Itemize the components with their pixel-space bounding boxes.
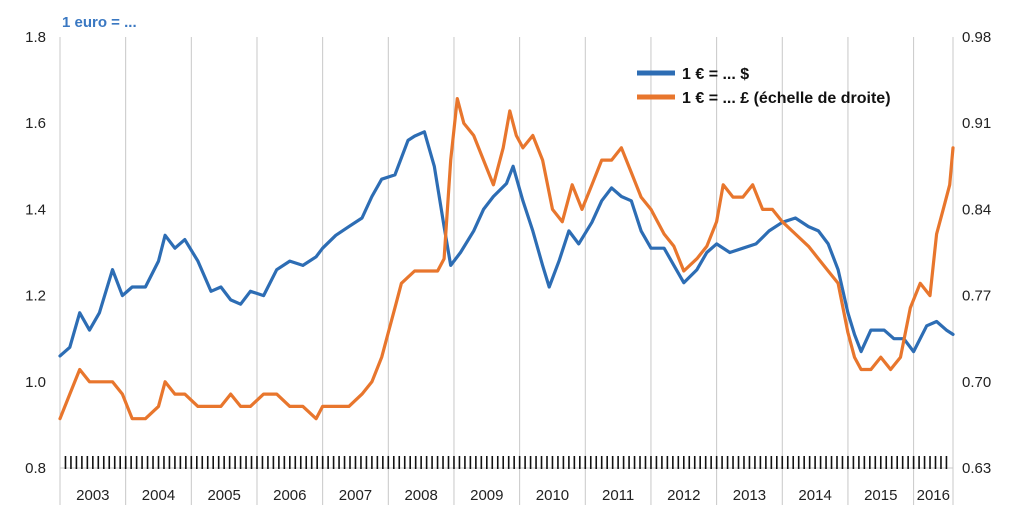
y-right-tick-label: 0.84: [962, 201, 991, 218]
grid-layer: [59, 37, 954, 505]
y-right-tick-label: 0.91: [962, 115, 991, 132]
chart-title: 1 euro = ...: [62, 14, 137, 31]
y-left-tick-label: 1.2: [25, 288, 46, 305]
y-left-tick-label: 0.8: [25, 460, 46, 477]
x-tick-label: 2010: [536, 487, 569, 504]
x-tick-label: 2011: [602, 487, 634, 504]
x-tick-label: 2014: [798, 487, 831, 504]
x-tick-label: 2008: [404, 487, 437, 504]
y-left-tick-label: 1.8: [25, 29, 46, 46]
axis-labels: 2003 2004 2005 2006 2007 2008 2009 2010 2011 2012…: [25, 29, 991, 504]
y-right-tick-label: 0.77: [962, 288, 991, 305]
x-tick-label: 2006: [273, 487, 306, 504]
y-right-tick-label: 0.70: [962, 374, 991, 391]
x-tick-label: 2012: [667, 487, 700, 504]
tick-mark-band: [64, 456, 948, 469]
legend: 1 € = ... $ 1 € = ... £ (échelle de droi…: [637, 66, 891, 107]
y-left-tick-label: 1.6: [25, 115, 46, 132]
series-line-usd: [58, 130, 955, 358]
legend-label-usd: 1 € = ... $: [682, 66, 749, 83]
x-tick-label: 2004: [142, 487, 175, 504]
y-right-tick-label: 0.63: [962, 460, 991, 477]
y-right-tick-label: 0.98: [962, 29, 991, 46]
series-layer: [58, 97, 955, 421]
x-tick-label: 2003: [76, 487, 109, 504]
x-tick-label: 2015: [864, 487, 897, 504]
x-tick-label: 2013: [733, 487, 766, 504]
y-left-tick-label: 1.4: [25, 201, 46, 218]
y-left-tick-label: 1.0: [25, 374, 46, 391]
x-tick-label: 2007: [339, 487, 372, 504]
x-tick-label: 2009: [470, 487, 503, 504]
x-tick-label: 2016: [917, 487, 950, 504]
legend-label-gbp: 1 € = ... £ (échelle de droite): [682, 90, 891, 107]
series-line-gbp: [58, 97, 955, 421]
x-tick-label: 2005: [207, 487, 240, 504]
